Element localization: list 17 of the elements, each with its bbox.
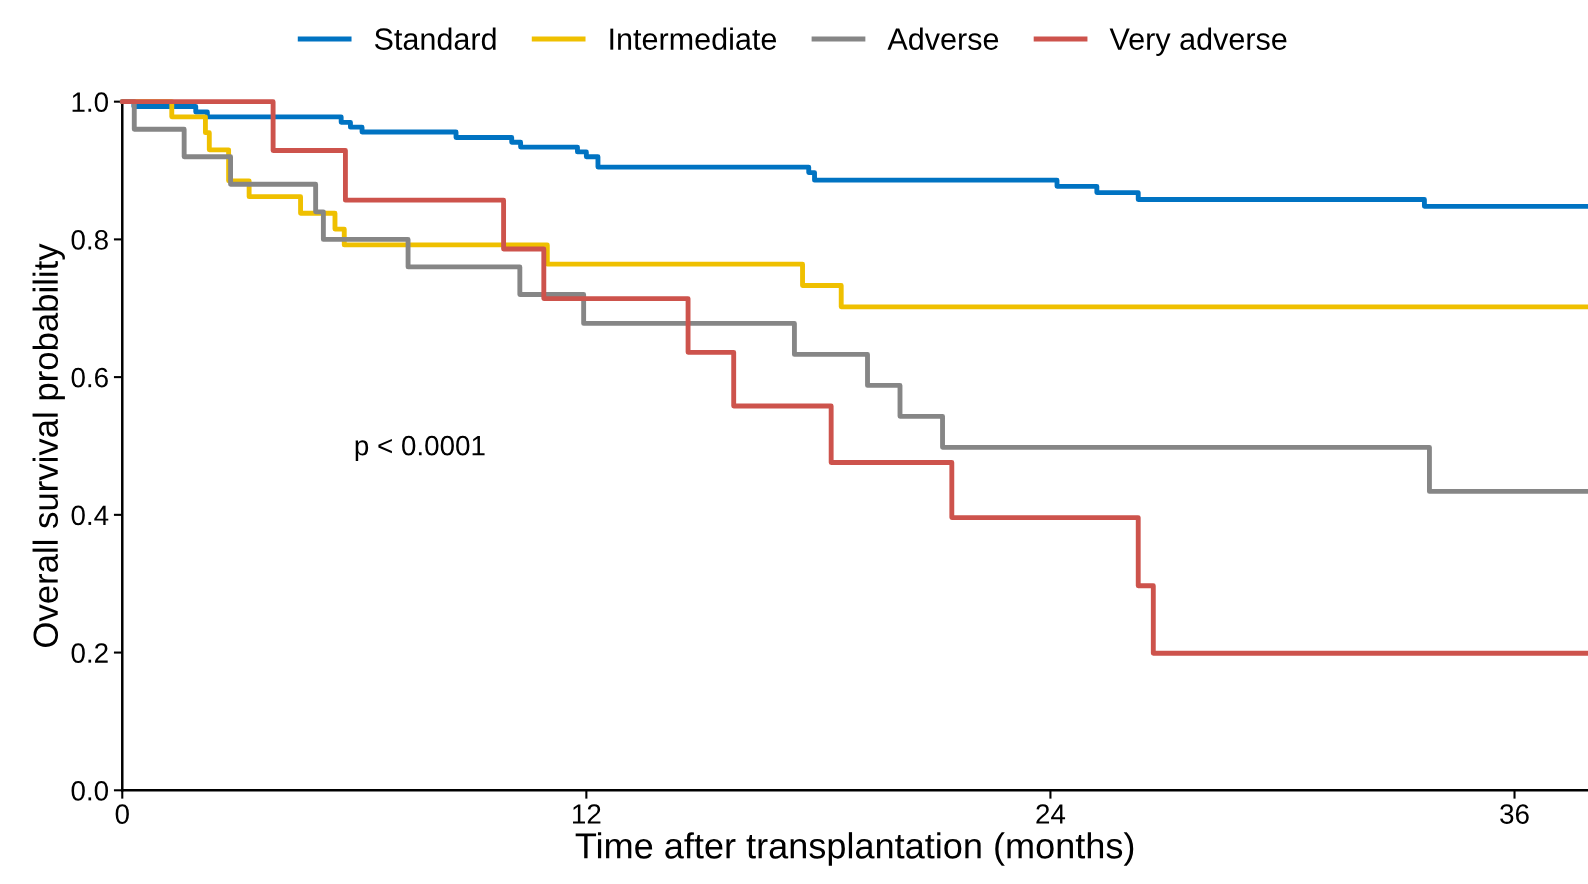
y-tick-label: 0.6	[71, 367, 108, 388]
legend-label: Adverse	[887, 27, 999, 50]
y-tick-label: 0.0	[71, 780, 108, 801]
legend-label: Standard	[374, 27, 496, 50]
y-tick-label: 0.4	[71, 505, 109, 526]
y-axis-title: Overall survival probability	[32, 243, 65, 647]
x-tick-label: 12	[573, 804, 601, 824]
y-tick-label: 0.8	[71, 230, 108, 250]
legend-label: Intermediate	[610, 27, 777, 50]
x-tick-label: 0	[115, 804, 129, 824]
y-tick-label: 0.2	[71, 643, 108, 663]
x-axis-title: Time after transplantation (months)	[575, 832, 1134, 866]
x-tick-label: 36	[1500, 804, 1529, 824]
legend-label: Very adverse	[1109, 27, 1287, 56]
annotation: p < 0.0001	[355, 435, 485, 461]
y-tick-label: 1.0	[72, 92, 108, 112]
x-tick-label: 24	[1036, 804, 1066, 824]
